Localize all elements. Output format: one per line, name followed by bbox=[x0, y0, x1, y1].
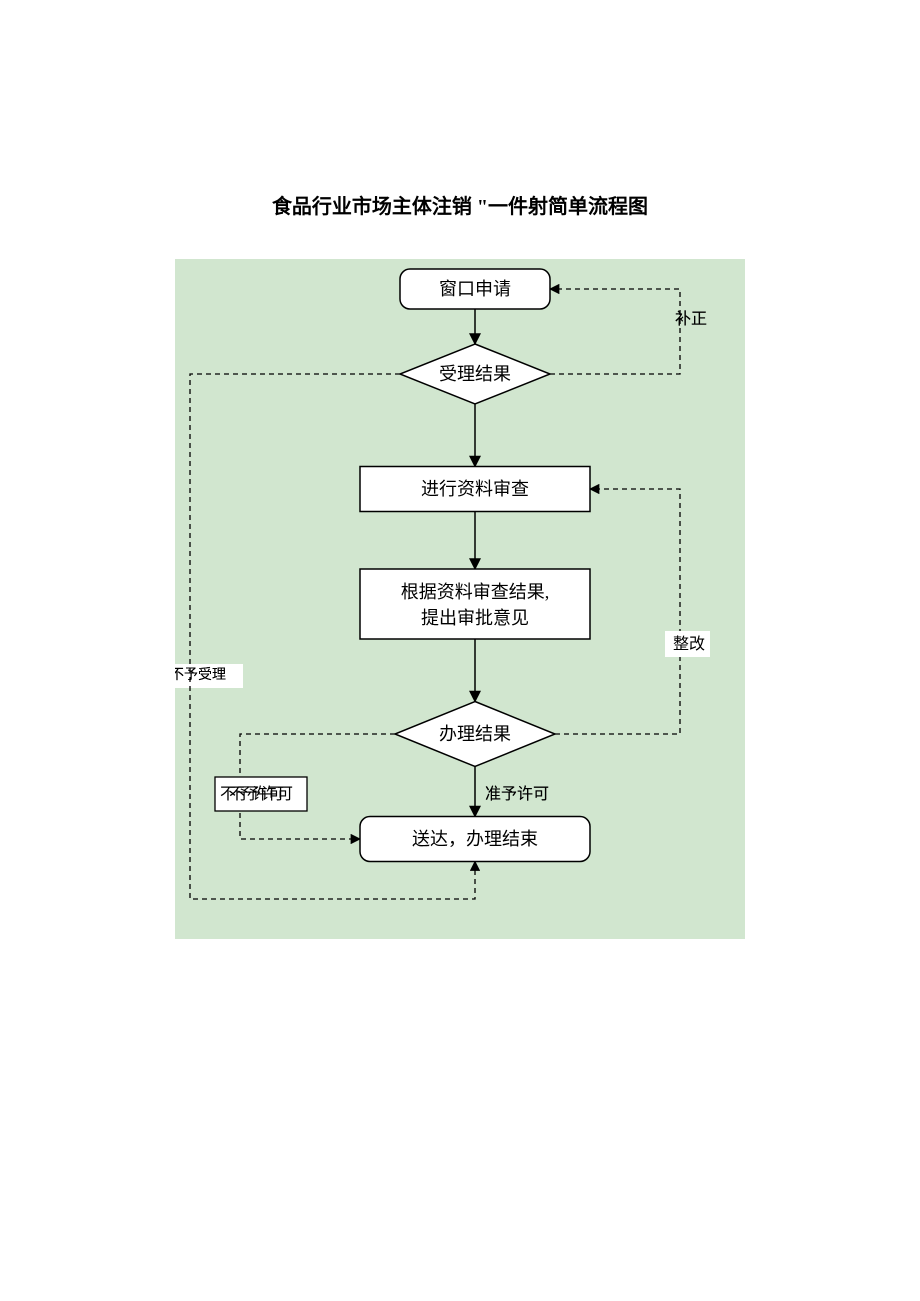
node-label1-opinion: 根据资料审查结果, bbox=[401, 582, 550, 602]
node-label-review: 进行资料审查 bbox=[421, 479, 529, 499]
node-label-start: 窗口申请 bbox=[439, 279, 511, 299]
label-correction-top: 补正 bbox=[675, 310, 707, 328]
flowchart-svg: 窗口申请受理结果进行资料审查根据资料审查结果, 提出审批意见办理结果送达，办理结束… bbox=[175, 259, 745, 939]
label-rectify-top: 整改 bbox=[673, 635, 705, 653]
label-no-permit-top: 不予许可 bbox=[229, 785, 293, 803]
edge-correction bbox=[550, 289, 680, 374]
node-label-result: 办理结果 bbox=[439, 724, 511, 744]
page: 食品行业市场主体注销 "一件射简单流程图 窗口申请受理结果进行资料审查根据资料审… bbox=[0, 0, 920, 939]
label-no-accept-top: 不予受理 bbox=[175, 667, 226, 683]
node-label-accept: 受理结果 bbox=[439, 364, 511, 384]
node-label-end: 送达，办理结束 bbox=[412, 829, 538, 849]
page-title: 食品行业市场主体注销 "一件射简单流程图 bbox=[0, 0, 920, 259]
node-label2-opinion: 提出审批意见 bbox=[421, 608, 529, 628]
label-permit-top: 准予许可 bbox=[485, 785, 549, 803]
node-opinion bbox=[360, 569, 590, 639]
flowchart-canvas: 窗口申请受理结果进行资料审查根据资料审查结果, 提出审批意见办理结果送达，办理结束… bbox=[175, 259, 745, 939]
